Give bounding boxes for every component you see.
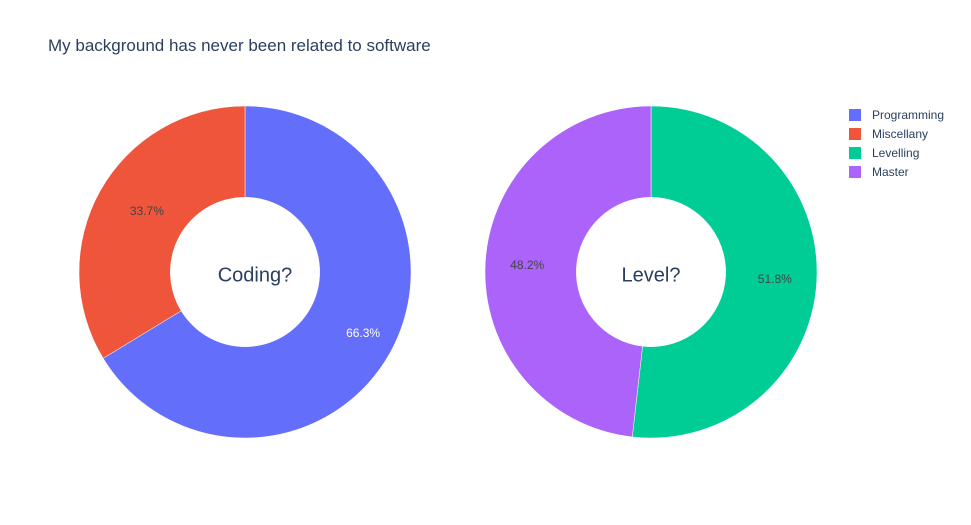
center-label-level: Level?	[622, 264, 681, 286]
slice-label-programming: 66.3%	[346, 326, 380, 340]
slice-label-miscellany: 33.7%	[130, 204, 164, 218]
legend-item-miscellany[interactable]: Miscellany	[849, 127, 928, 141]
legend-swatch-miscellany	[849, 128, 861, 140]
legend-item-levelling[interactable]: Levelling	[849, 146, 919, 160]
legend-item-programming[interactable]: Programming	[849, 108, 944, 122]
legend-swatch-master	[849, 166, 861, 178]
legend-swatch-programming	[849, 109, 861, 121]
legend-label-master: Master	[872, 165, 909, 179]
slice-miscellany[interactable]	[78, 105, 246, 359]
legend: Programming Miscellany Levelling Master	[849, 108, 944, 179]
pie-coding: 66.3% 33.7% Coding?	[78, 105, 412, 439]
legend-label-levelling: Levelling	[872, 146, 919, 160]
slice-master[interactable]	[484, 105, 652, 438]
legend-label-miscellany: Miscellany	[872, 127, 928, 141]
slice-programming[interactable]	[102, 105, 412, 439]
pie-level: 51.8% 48.2% Level?	[484, 105, 818, 439]
chart-title: My background has never been related to …	[48, 36, 431, 55]
center-label-coding: Coding?	[218, 264, 293, 286]
slice-label-levelling: 51.8%	[758, 272, 792, 286]
slice-levelling[interactable]	[631, 105, 818, 439]
legend-label-programming: Programming	[872, 108, 944, 122]
slice-label-master: 48.2%	[510, 258, 544, 272]
legend-swatch-levelling	[849, 147, 861, 159]
legend-item-master[interactable]: Master	[849, 165, 909, 179]
